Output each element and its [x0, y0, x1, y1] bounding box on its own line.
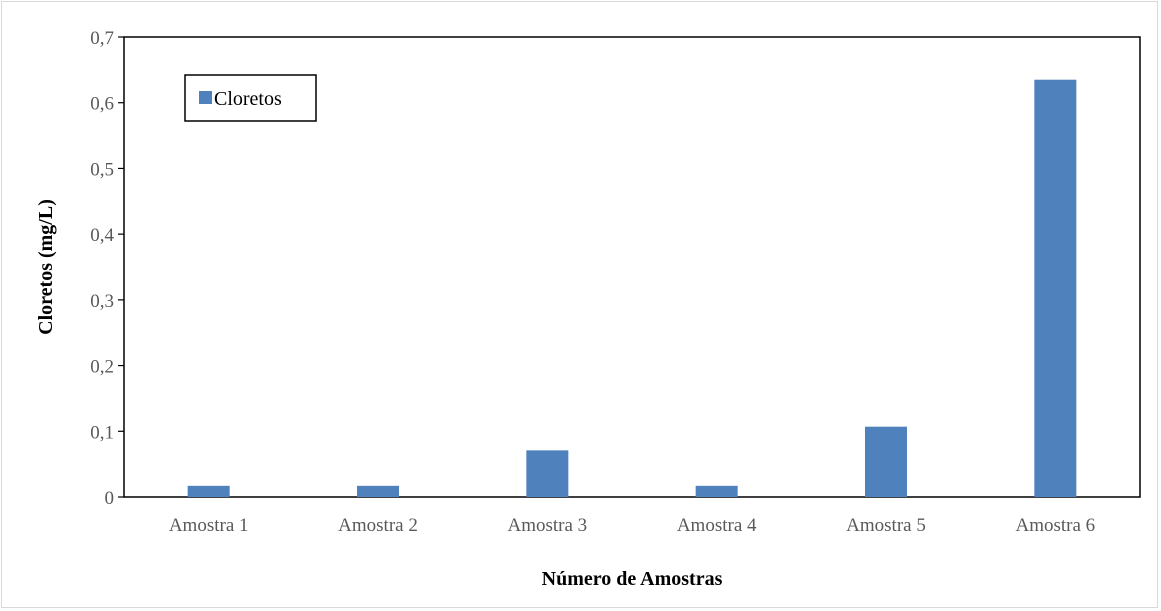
- y-tick-label: 0,4: [90, 225, 114, 246]
- x-axis-ticks: Amostra 1 Amostra 2 Amostra 3 Amostra 4 Amos…: [169, 515, 1095, 536]
- bar-6: [1034, 79, 1077, 497]
- y-tick-label: 0,2: [90, 357, 114, 378]
- x-tick-label: Amostra 6: [1015, 515, 1095, 536]
- bar-4: [695, 485, 738, 497]
- bar-3: [526, 450, 569, 497]
- y-tick-label: 0,5: [90, 159, 114, 180]
- plot-area-border: [123, 36, 1141, 498]
- y-tick-label: 0,3: [90, 291, 114, 312]
- y-tick-label: 0,7: [90, 28, 114, 49]
- bars-group: [187, 79, 1077, 497]
- y-axis-ticks: 0 0,1 0,2 0,3 0,4 0,5 0,6 0,7: [90, 28, 124, 509]
- y-tick-label: 0,1: [90, 422, 114, 443]
- y-tick-label: 0,6: [90, 94, 114, 115]
- x-tick-label: Amostra 3: [507, 515, 587, 536]
- y-tick-label: 0: [105, 488, 115, 509]
- legend-box: [184, 74, 317, 122]
- x-tick-label: Amostra 5: [846, 515, 926, 536]
- x-tick-label: Amostra 4: [677, 515, 757, 536]
- x-tick-label: Amostra 2: [338, 515, 418, 536]
- bar-5: [865, 426, 907, 497]
- x-tick-label: Amostra 1: [169, 515, 249, 536]
- bar-2: [357, 485, 399, 497]
- legend-swatch: [199, 91, 212, 104]
- legend-label: Cloretos: [214, 88, 282, 110]
- y-axis-title: Cloretos (mg/L): [35, 199, 57, 335]
- bar-1: [187, 485, 230, 497]
- legend: Cloretos: [184, 74, 317, 122]
- x-axis-title: Número de Amostras: [542, 568, 723, 590]
